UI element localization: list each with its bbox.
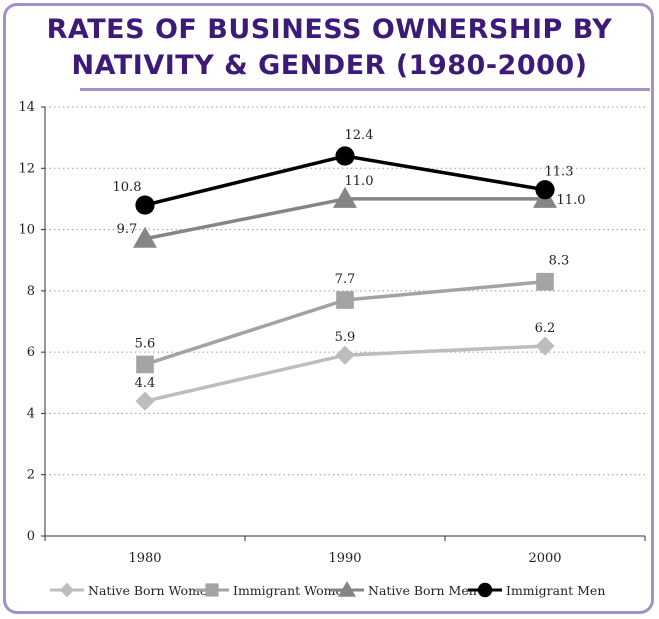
data-label-immigrant-men: 12.4: [345, 128, 374, 143]
legend-label-immigrant-men: Immigrant Men: [506, 583, 605, 598]
legend-label-native-born-women: Native Born Women: [88, 583, 215, 598]
data-label-immigrant-men: 10.8: [113, 180, 142, 195]
y-tick-label: 4: [27, 406, 35, 421]
data-point-immigrant-men: [135, 195, 155, 215]
x-tick-label: 1990: [328, 551, 361, 566]
data-label-immigrant-women: 7.7: [335, 272, 356, 287]
data-label-immigrant-men: 11.3: [545, 165, 574, 180]
legend-marker-native-born-men: [338, 581, 356, 597]
x-tick-label: 1980: [128, 551, 161, 566]
data-label-native-born-men: 9.7: [117, 222, 138, 237]
data-label-native-born-women: 4.4: [135, 376, 156, 391]
legend-label-native-born-men: Native Born Men: [368, 583, 477, 598]
legend-marker-native-born-women: [59, 582, 75, 598]
y-tick-label: 14: [18, 100, 35, 115]
y-tick-label: 12: [18, 161, 35, 176]
data-point-native-born-men: [133, 226, 157, 248]
data-point-immigrant-women: [336, 291, 354, 309]
y-tick-label: 6: [27, 345, 35, 360]
chart-title-line1: RATES OF BUSINESS OWNERSHIP BY: [46, 14, 613, 45]
y-tick-label: 2: [27, 468, 35, 483]
data-label-native-born-women: 5.9: [335, 330, 356, 345]
data-label-native-born-men: 11.0: [345, 174, 374, 189]
legend-marker-immigrant-men: [477, 582, 493, 598]
data-point-native-born-women: [335, 345, 355, 365]
data-point-native-born-men: [333, 186, 357, 208]
y-tick-label: 8: [27, 284, 35, 299]
data-point-immigrant-men: [535, 180, 555, 200]
x-tick-label: 2000: [528, 551, 561, 566]
y-tick-label: 0: [27, 529, 35, 544]
chart-frame: [3, 3, 654, 614]
data-label-native-born-men: 11.0: [557, 193, 586, 208]
data-point-immigrant-women: [136, 355, 154, 374]
data-point-immigrant-men: [335, 146, 355, 166]
legend-marker-immigrant-women: [205, 583, 219, 597]
data-label-immigrant-women: 5.6: [135, 336, 156, 351]
data-point-native-born-women: [535, 336, 555, 356]
legend-label-immigrant-women: Immigrant Women: [233, 583, 351, 598]
title-divider: [80, 88, 650, 91]
data-point-immigrant-women: [536, 272, 554, 291]
chart-title: RATES OF BUSINESS OWNERSHIP BY NATIVITY …: [0, 12, 659, 84]
data-point-native-born-women: [135, 391, 155, 411]
data-label-immigrant-women: 8.3: [549, 254, 570, 269]
chart-title-line2: NATIVITY & GENDER (1980-2000): [71, 50, 588, 81]
y-tick-label: 10: [18, 223, 35, 238]
data-label-native-born-women: 6.2: [535, 321, 556, 336]
